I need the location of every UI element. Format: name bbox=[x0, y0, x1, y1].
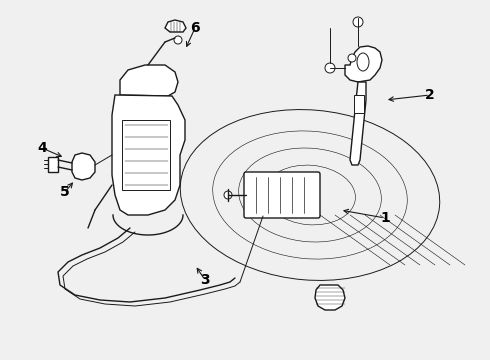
Circle shape bbox=[174, 36, 182, 44]
FancyBboxPatch shape bbox=[354, 95, 364, 113]
Text: 4: 4 bbox=[37, 141, 47, 155]
Circle shape bbox=[348, 54, 356, 62]
Text: 3: 3 bbox=[200, 273, 210, 287]
Circle shape bbox=[325, 63, 335, 73]
FancyBboxPatch shape bbox=[244, 172, 320, 218]
Text: 5: 5 bbox=[60, 185, 70, 199]
Polygon shape bbox=[165, 20, 186, 32]
Polygon shape bbox=[48, 157, 58, 172]
Text: 6: 6 bbox=[190, 21, 200, 35]
Polygon shape bbox=[345, 46, 382, 82]
Circle shape bbox=[224, 191, 232, 199]
Polygon shape bbox=[72, 153, 95, 180]
Polygon shape bbox=[120, 65, 178, 96]
Text: 2: 2 bbox=[425, 88, 435, 102]
Polygon shape bbox=[350, 82, 366, 165]
Polygon shape bbox=[315, 285, 345, 310]
Polygon shape bbox=[112, 95, 185, 215]
Text: 1: 1 bbox=[380, 211, 390, 225]
Circle shape bbox=[353, 17, 363, 27]
